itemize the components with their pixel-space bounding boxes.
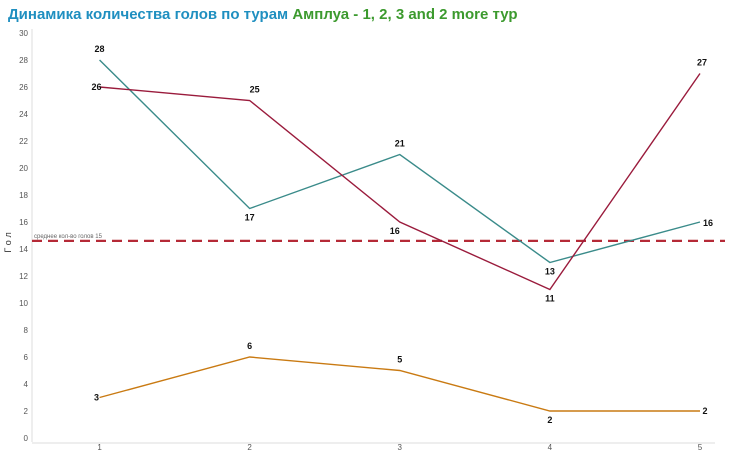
chart-title: Динамика количества голов по турам Амплу…: [8, 6, 518, 23]
data-label: 17: [245, 213, 255, 223]
y-tick-label: 2: [24, 407, 29, 416]
y-tick-label: 28: [19, 56, 28, 65]
y-tick-label: 14: [19, 245, 28, 254]
y-tick-label: 8: [24, 326, 29, 335]
y-tick-label: 4: [24, 380, 29, 389]
data-label: 27: [697, 58, 707, 68]
y-tick-label: 20: [19, 164, 28, 173]
chart-title-filter: Амплуа - 1, 2, 3 and 2 more тур: [292, 6, 518, 23]
y-tick-label: 22: [19, 137, 28, 146]
y-tick-label: 6: [24, 353, 29, 362]
x-tick-label: 5: [698, 443, 703, 452]
y-tick-label: 26: [19, 83, 28, 92]
x-tick-label: 2: [247, 443, 252, 452]
y-tick-label: 18: [19, 191, 28, 200]
data-label: 5: [397, 355, 402, 365]
data-label: 25: [250, 85, 260, 95]
series-line-1: [99, 59, 701, 264]
y-tick-label: 30: [19, 29, 28, 38]
data-label: 2: [702, 406, 707, 416]
data-label: 26: [92, 82, 102, 92]
y-tick-label: 0: [24, 434, 29, 443]
data-label: 2: [547, 415, 552, 425]
data-label: 3: [94, 393, 99, 403]
data-label: 21: [395, 139, 405, 149]
data-label: 11: [545, 294, 555, 304]
y-tick-label: 16: [19, 218, 28, 227]
y-tick-label: 10: [19, 299, 28, 308]
average-reference-label: среднее кол-во голов 15: [34, 234, 103, 240]
y-tick-label: 12: [19, 272, 28, 281]
data-label: 28: [95, 44, 105, 54]
series-line-2: [99, 73, 701, 291]
x-tick-label: 3: [398, 443, 403, 452]
series-line-3: [99, 356, 700, 412]
y-tick-label: 24: [19, 110, 28, 119]
y-axis-title: Гол: [3, 229, 13, 252]
x-tick-label: 4: [548, 443, 553, 452]
data-label: 16: [703, 218, 713, 228]
data-label: 16: [390, 226, 400, 236]
chart-title-main: Динамика количества голов по турам: [8, 6, 289, 23]
data-label: 6: [247, 341, 252, 351]
x-tick-label: 1: [97, 443, 102, 452]
data-label: 13: [545, 267, 555, 277]
